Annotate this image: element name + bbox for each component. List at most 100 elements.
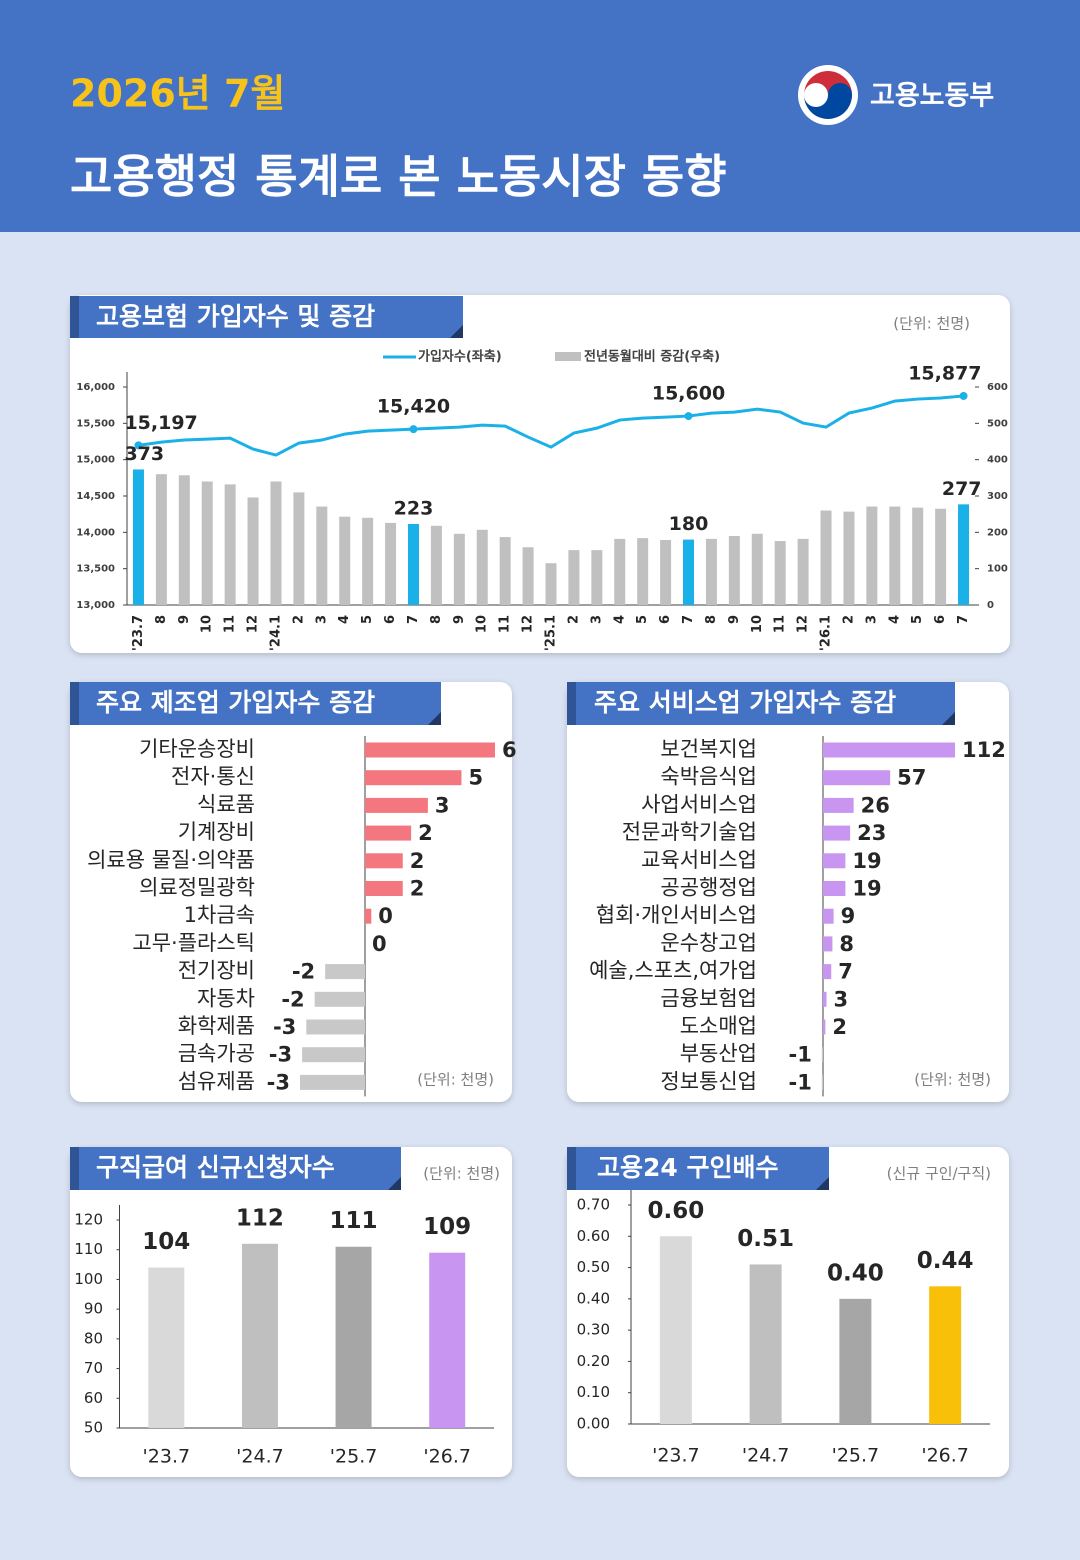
x-tick-label: 11 [223, 615, 238, 633]
bar [365, 742, 495, 758]
value-label: -1 [788, 1043, 811, 1067]
value-label: 57 [897, 766, 926, 790]
y2-tick-label: 600 [987, 382, 1008, 393]
value-label: 3 [834, 987, 849, 1011]
y-tick-label: 0.30 [577, 1321, 610, 1339]
x-tick-label: 10 [475, 615, 490, 633]
bar [659, 1236, 692, 1424]
y-tick-label: 0.60 [577, 1227, 610, 1245]
x-tick-label: 8 [704, 615, 719, 624]
y2-tick-label: 0 [987, 600, 994, 611]
value-label: 112 [962, 738, 1006, 762]
category-label: 전문과학기술업 [622, 820, 757, 844]
x-tick-label: 4 [612, 615, 627, 624]
value-label: 7 [838, 960, 853, 984]
line-value-label: 15,197 [124, 412, 197, 434]
x-tick-label: 12 [246, 615, 261, 633]
bar [314, 991, 365, 1007]
x-tick-label: 12 [796, 615, 811, 633]
x-tick-label: '24.7 [742, 1445, 790, 1467]
bar [823, 770, 891, 786]
bar [568, 550, 580, 605]
chart-title: 구직급여 신규신청자수 [96, 1153, 335, 1182]
line-value-label: 15,420 [377, 396, 450, 418]
value-label: 104 [142, 1229, 190, 1255]
value-label: -3 [267, 1070, 290, 1094]
bar [522, 547, 534, 605]
category-label: 1차금속 [184, 903, 255, 927]
value-label: 3 [435, 793, 450, 817]
y2-tick-label: 500 [987, 418, 1008, 429]
category-label: 예술,스포츠,여가업 [589, 959, 757, 983]
bar [935, 508, 947, 605]
y-tick-label: 80 [84, 1329, 103, 1347]
bar [316, 506, 328, 605]
x-tick-label: 10 [200, 615, 215, 633]
x-tick-label: '24.7 [236, 1446, 284, 1468]
value-label: 0.44 [917, 1248, 974, 1274]
value-label: 0 [378, 904, 393, 928]
x-tick-label: '23.7 [131, 615, 146, 651]
bar [155, 474, 167, 605]
x-tick-label: 3 [864, 615, 879, 624]
category-label: 운수창고업 [660, 931, 757, 955]
date: 2026년 7월 [70, 72, 285, 116]
y-tick-label: 0.20 [577, 1352, 610, 1370]
x-tick-label: 7 [956, 615, 971, 624]
x-tick-label: 12 [521, 615, 536, 633]
value-label: 6 [502, 738, 517, 762]
x-tick-label: 11 [498, 615, 513, 633]
y-tick-label: 0.40 [577, 1289, 610, 1307]
x-tick-label: 2 [841, 615, 856, 624]
category-label: 섬유제품 [178, 1069, 255, 1093]
y-tick-label: 0.00 [577, 1415, 610, 1433]
bar [823, 936, 833, 952]
category-label: 교육서비스업 [641, 848, 757, 872]
line-point [409, 425, 418, 434]
bar [823, 1019, 826, 1035]
value-label: -3 [273, 1015, 296, 1039]
bar [958, 504, 970, 605]
category-label: 정보통신업 [660, 1069, 757, 1093]
legend-swatch [555, 352, 581, 361]
bar [929, 1286, 962, 1424]
value-label: 112 [236, 1205, 284, 1231]
bar-value-label: 180 [669, 513, 709, 535]
category-label: 자동차 [197, 986, 255, 1010]
bar-value-label: 223 [394, 497, 434, 519]
bar [749, 1264, 782, 1424]
value-label: 109 [423, 1214, 471, 1240]
value-label: -2 [292, 960, 315, 984]
bar [823, 825, 851, 841]
bar [365, 908, 372, 924]
section-tab [567, 682, 955, 725]
bar [866, 506, 878, 605]
x-tick-label: 9 [452, 615, 467, 624]
y2-tick-label: 200 [987, 527, 1008, 538]
x-tick-label: 4 [337, 615, 352, 624]
y-tick-label: 13,500 [76, 564, 115, 575]
bar [591, 550, 603, 605]
bar [823, 964, 832, 980]
x-tick-label: '23.7 [143, 1446, 191, 1468]
ministry: 고용노동부 [870, 81, 994, 112]
value-label: 2 [418, 821, 433, 845]
unit: (단위: 천명) [893, 315, 970, 333]
category-label: 전자·통신 [171, 765, 255, 789]
category-label: 금융보험업 [660, 986, 757, 1010]
bar [241, 1243, 278, 1428]
y-tick-label: 0.70 [577, 1196, 610, 1214]
card [567, 682, 1009, 1102]
x-tick-label: 5 [910, 615, 925, 624]
y-tick-label: 50 [84, 1419, 103, 1437]
unit: (신규 구인/구직) [887, 1165, 991, 1183]
bar [365, 881, 403, 896]
bar [774, 541, 786, 605]
bar [545, 563, 557, 605]
category-label: 고무·플라스틱 [132, 931, 255, 955]
line-point [959, 391, 968, 400]
value-label: 26 [861, 793, 890, 817]
bar [385, 522, 397, 605]
category-label: 사업서비스업 [641, 792, 757, 816]
bar [407, 523, 419, 605]
